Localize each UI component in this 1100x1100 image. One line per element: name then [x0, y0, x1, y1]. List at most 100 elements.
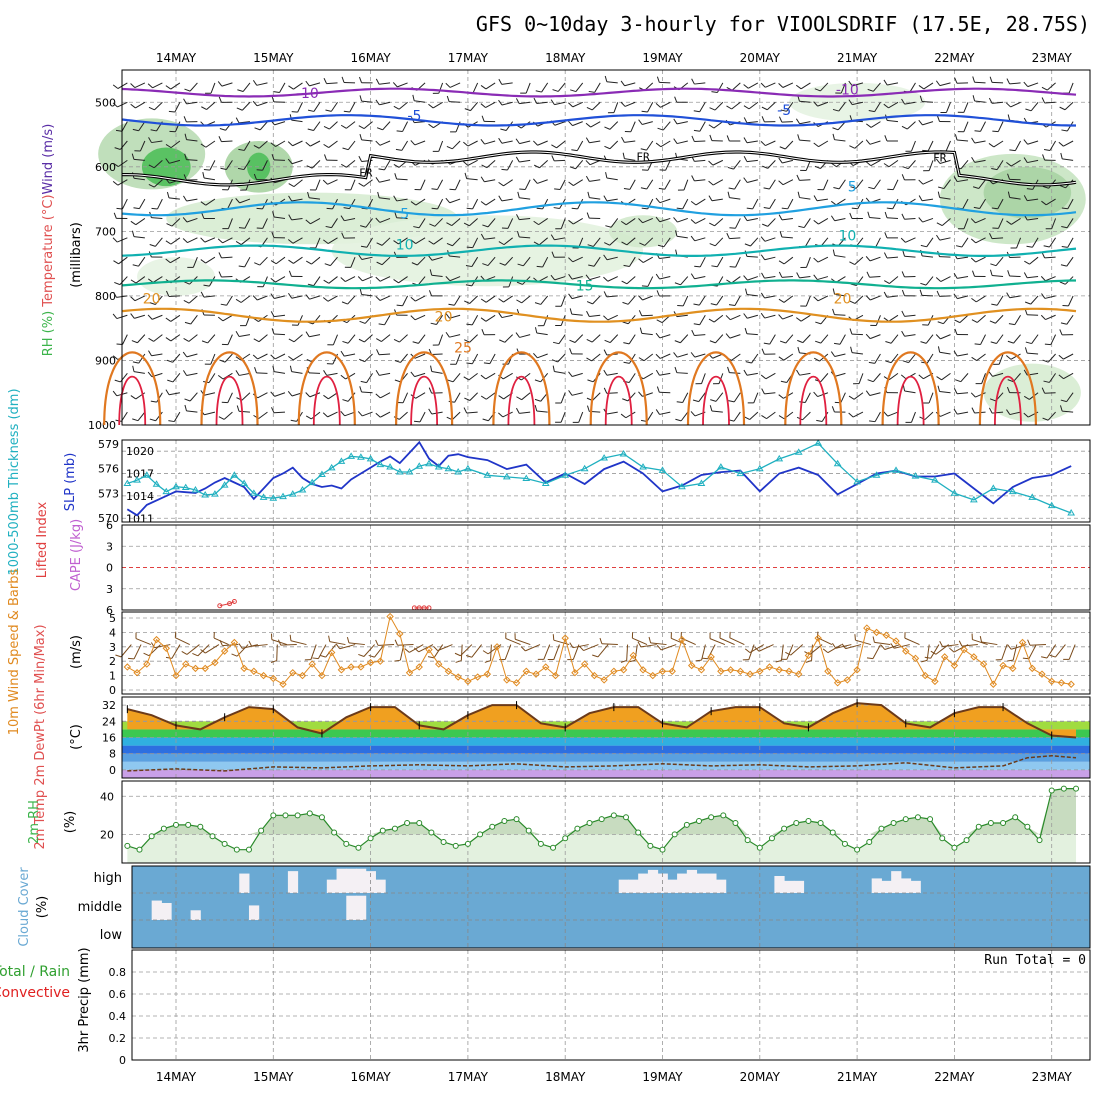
wind-barb: [659, 217, 671, 223]
wind-barb: [560, 295, 566, 307]
wind-barb: [629, 256, 636, 267]
cloud-cell: [239, 873, 250, 893]
wind-barb-flag: [253, 145, 260, 149]
panel-frame: [131, 949, 1091, 1061]
wind-barb: [485, 198, 496, 206]
wind-barb-flag: [238, 148, 245, 151]
wind-barb: [153, 159, 163, 169]
wind-barb-flag: [270, 311, 275, 317]
wind-barb: [560, 218, 566, 229]
panel-frame: [131, 865, 1091, 949]
wind-barb-flag: [729, 227, 736, 229]
wind-barb: [870, 159, 881, 167]
wind-barb: [537, 353, 548, 359]
wind-barb: [242, 644, 258, 649]
wind-barb: [659, 276, 671, 280]
wind-barb-flag: [1007, 173, 1011, 180]
wind-barb-flag: [553, 207, 560, 210]
rh-point: [416, 819, 423, 826]
wind-barb-flag: [1060, 264, 1067, 267]
wind-barb-flag: [1007, 114, 1011, 121]
wind-barb: [554, 159, 566, 162]
wind-speed-point: [425, 645, 433, 654]
wind-barb: [350, 256, 356, 268]
wind-barb: [384, 315, 391, 326]
wind-barb: [381, 237, 391, 246]
wind-barb: [851, 352, 864, 355]
wind-speed-point: [1009, 664, 1017, 673]
wind-barb: [329, 121, 338, 130]
wind-barb: [168, 392, 180, 396]
wind-barb-flag: [604, 242, 610, 246]
wind-barb: [1027, 198, 1039, 202]
wind-barb-flag: [1026, 245, 1033, 248]
wind-barb-flag: [568, 390, 573, 396]
wind-barb-flag: [515, 98, 520, 104]
wind-barb-flag: [918, 217, 923, 223]
wind-barb-flag: [901, 330, 906, 337]
wind-barb-flag: [377, 191, 380, 198]
wind-barb-flag: [603, 254, 608, 261]
wind-barb: [501, 198, 513, 202]
wind-barb: [870, 295, 881, 301]
rh-point: [610, 812, 617, 819]
wind-barb-flag: [200, 201, 207, 206]
wind-barb-flag: [323, 77, 327, 84]
wind-barb: [753, 392, 759, 404]
wind-barb-flag: [1059, 185, 1066, 189]
thickness-point: [716, 463, 725, 470]
wind-barb-flag: [375, 217, 381, 223]
wind-barb: [538, 237, 549, 246]
wind-barb: [327, 179, 338, 185]
wind-barb-flag: [865, 295, 871, 301]
wind-barb-flag: [1027, 639, 1031, 646]
date-label-bottom: 15MAY: [253, 1070, 294, 1084]
wind-speed-point: [775, 666, 783, 674]
thickness-point: [425, 459, 433, 467]
wind-barb-flag: [656, 290, 660, 297]
wind-barb-flag: [112, 84, 119, 89]
wind-barb: [206, 101, 216, 110]
wind-barb: [519, 236, 531, 239]
wind-barb: [799, 372, 811, 376]
wind-barb-flag: [464, 172, 468, 179]
wind-barb-flag: [901, 310, 905, 317]
cloud-cell: [696, 873, 707, 893]
wind-barb: [921, 100, 934, 103]
wind-barb-flag: [831, 162, 837, 168]
contour-label: 15: [576, 279, 594, 295]
wind-barb-flag: [743, 313, 748, 319]
wind-barb-flag: [482, 418, 489, 422]
wind-barb-flag: [641, 285, 648, 287]
date-label-top: 17MAY: [448, 51, 489, 65]
wind-barb: [1031, 334, 1039, 344]
rh-point: [318, 814, 325, 821]
wind-barb: [981, 641, 998, 646]
wind-barb: [766, 101, 776, 111]
wind-barb: [734, 179, 741, 190]
wind-barb: [963, 218, 969, 229]
wind-barb-flag: [918, 179, 924, 185]
wind-barb-flag: [323, 125, 330, 130]
contour-label: 25: [454, 341, 472, 357]
wind-barb-flag: [761, 388, 765, 395]
wind-barb-flag: [342, 340, 349, 344]
rh-point: [160, 825, 167, 832]
cloud-level-label: high: [94, 871, 122, 886]
wind-barb-flag: [778, 116, 783, 123]
wind-barb-flag: [375, 295, 381, 301]
wind-barb: [138, 353, 146, 364]
wind-barb: [396, 178, 408, 181]
thickness-point: [152, 480, 161, 487]
contour-label: -10: [296, 86, 319, 102]
contour-label: -5: [777, 103, 791, 119]
wind-barb: [525, 644, 541, 652]
pressure-tick: 500: [95, 96, 116, 109]
wind-barb: [379, 140, 391, 146]
thickness-point: [366, 454, 375, 462]
wind-barb: [259, 256, 268, 266]
wind-barb: [1027, 82, 1039, 88]
wind-barb: [432, 101, 443, 109]
wind-barb-flag: [323, 239, 329, 244]
wind-barb: [854, 256, 864, 265]
